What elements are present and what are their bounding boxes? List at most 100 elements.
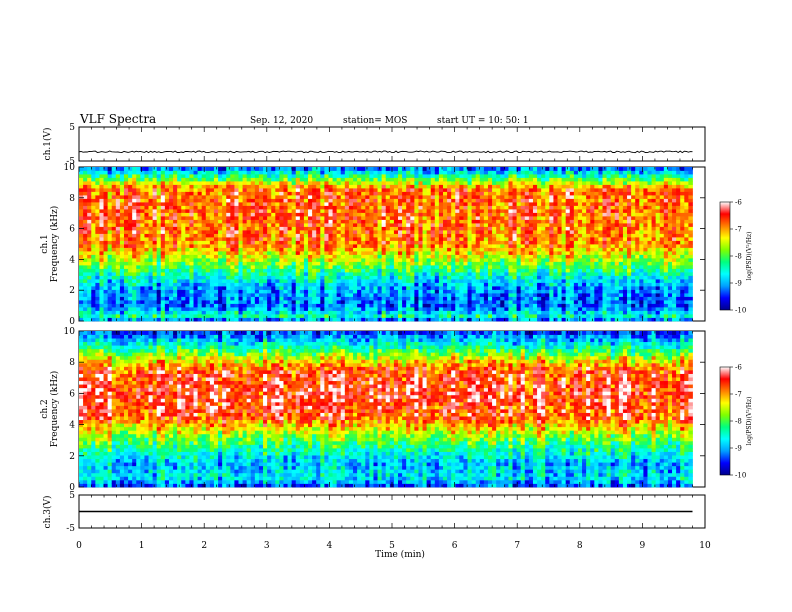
spectrogram-cell — [234, 314, 239, 318]
spectrogram-cell — [177, 177, 182, 182]
spectrogram-cell — [218, 181, 223, 185]
spectrogram-cell — [254, 300, 260, 304]
spectrogram-cell — [275, 195, 280, 199]
spectrogram-cell — [152, 223, 158, 227]
spectrogram-cell — [312, 282, 317, 287]
spectrogram-cell — [250, 261, 256, 266]
spectrogram-cell — [520, 251, 526, 255]
spectrogram-cell — [128, 261, 133, 266]
spectrogram-cell — [136, 170, 141, 175]
spectrogram-cell — [201, 244, 207, 248]
spectrogram-cell — [283, 240, 288, 245]
spectrogram-cell — [123, 251, 129, 255]
spectrogram-cell — [197, 293, 203, 297]
spectrogram-cell — [132, 205, 137, 210]
spectrogram-cell — [385, 289, 391, 294]
spectrogram-cell — [201, 181, 207, 185]
spectrogram-cell — [250, 314, 256, 318]
spectrogram-cell — [357, 261, 362, 266]
spectrogram-cell — [504, 307, 509, 311]
spectrogram-cell — [291, 296, 297, 301]
spectrogram-cell — [475, 258, 481, 262]
spectrogram-cell — [95, 272, 100, 276]
spectrogram-cell — [201, 188, 207, 192]
spectrogram-cell — [132, 244, 137, 248]
spectrogram-cell — [299, 293, 305, 297]
spectrogram-cell — [430, 195, 436, 199]
spectrogram-cell — [185, 275, 190, 280]
spectrogram-cell — [234, 205, 239, 210]
spectrogram-cell — [393, 265, 399, 269]
spectrogram-cell — [238, 184, 243, 189]
spectrogram-cell — [156, 282, 162, 287]
spectrogram-cell — [369, 247, 374, 252]
spectrogram-cell — [156, 226, 162, 231]
spectrogram-cell — [115, 314, 121, 318]
spectrogram-cell — [434, 310, 440, 315]
spectrogram-cell — [532, 286, 538, 290]
spectrogram-cell — [451, 293, 456, 297]
spectrogram-cell — [332, 223, 338, 227]
spectrogram-cell — [160, 279, 166, 283]
spectrogram-cell — [168, 195, 174, 199]
spectrogram-cell — [152, 198, 158, 203]
spectrogram-cell — [324, 310, 329, 315]
spectrogram-cell — [222, 237, 227, 241]
spectrogram-cell — [201, 293, 207, 297]
spectrogram-cell — [422, 282, 428, 287]
spectrogram-cell — [365, 265, 370, 269]
spectrogram-cell — [79, 195, 84, 199]
spectrogram-cell — [459, 261, 464, 266]
spectrogram-cell — [365, 244, 370, 248]
spectrogram-cell — [267, 307, 272, 311]
spectrogram-cell — [263, 244, 268, 248]
spectrogram-cell — [479, 240, 485, 245]
spectrogram-cell — [181, 174, 186, 178]
spectrogram-cell — [487, 261, 493, 266]
spectrogram-cell — [463, 205, 468, 210]
spectrogram-cell — [79, 272, 84, 276]
spectrogram-cell — [258, 177, 264, 182]
spectrogram-cell — [393, 261, 399, 266]
spectrogram-cell — [430, 261, 436, 266]
spectrogram-cell — [140, 268, 145, 273]
spectrogram-cell — [463, 310, 468, 315]
spectrogram-cell — [320, 230, 325, 234]
spectrogram-cell — [348, 233, 354, 238]
spectrogram-cell — [107, 230, 113, 234]
spectrogram-cell — [246, 191, 252, 196]
spectrogram-cell — [365, 188, 370, 192]
spectrogram-cell — [418, 247, 423, 252]
spectrogram-cell — [95, 275, 100, 280]
spectrogram-cell — [258, 216, 264, 220]
spectrogram-cell — [406, 226, 411, 231]
spectrogram-cell — [393, 258, 399, 262]
spectrogram-cell — [144, 307, 149, 311]
spectrogram-cell — [410, 230, 415, 234]
spectrogram-cell — [181, 230, 186, 234]
spectrogram-cell — [438, 307, 444, 311]
spectrogram-cell — [336, 247, 342, 252]
spectrogram-cell — [222, 254, 227, 259]
spectrogram-cell — [119, 216, 125, 220]
spectrogram-cell — [512, 286, 518, 290]
spectrogram-cell — [173, 300, 178, 304]
spectrogram-cell — [455, 230, 460, 234]
spectrogram-cell — [283, 279, 288, 283]
spectrogram-cell — [316, 209, 321, 213]
spectrogram-cell — [348, 184, 354, 189]
spectrogram-cell — [361, 314, 366, 318]
spectrogram-cell — [496, 268, 501, 273]
spectrogram-cell — [119, 286, 125, 290]
spectrogram-cell — [475, 233, 481, 238]
spectrogram-cell — [328, 216, 333, 220]
spectrogram-cell — [295, 219, 301, 224]
spectrogram-cell — [451, 174, 456, 178]
spectrogram-cell — [152, 254, 158, 259]
spectrogram-cell — [483, 300, 489, 304]
spectrogram-cell — [512, 181, 518, 185]
spectrogram-cell — [336, 167, 342, 171]
spectrogram-cell — [258, 282, 264, 287]
spectrogram-cell — [447, 268, 452, 273]
spectrogram-cell — [107, 223, 113, 227]
